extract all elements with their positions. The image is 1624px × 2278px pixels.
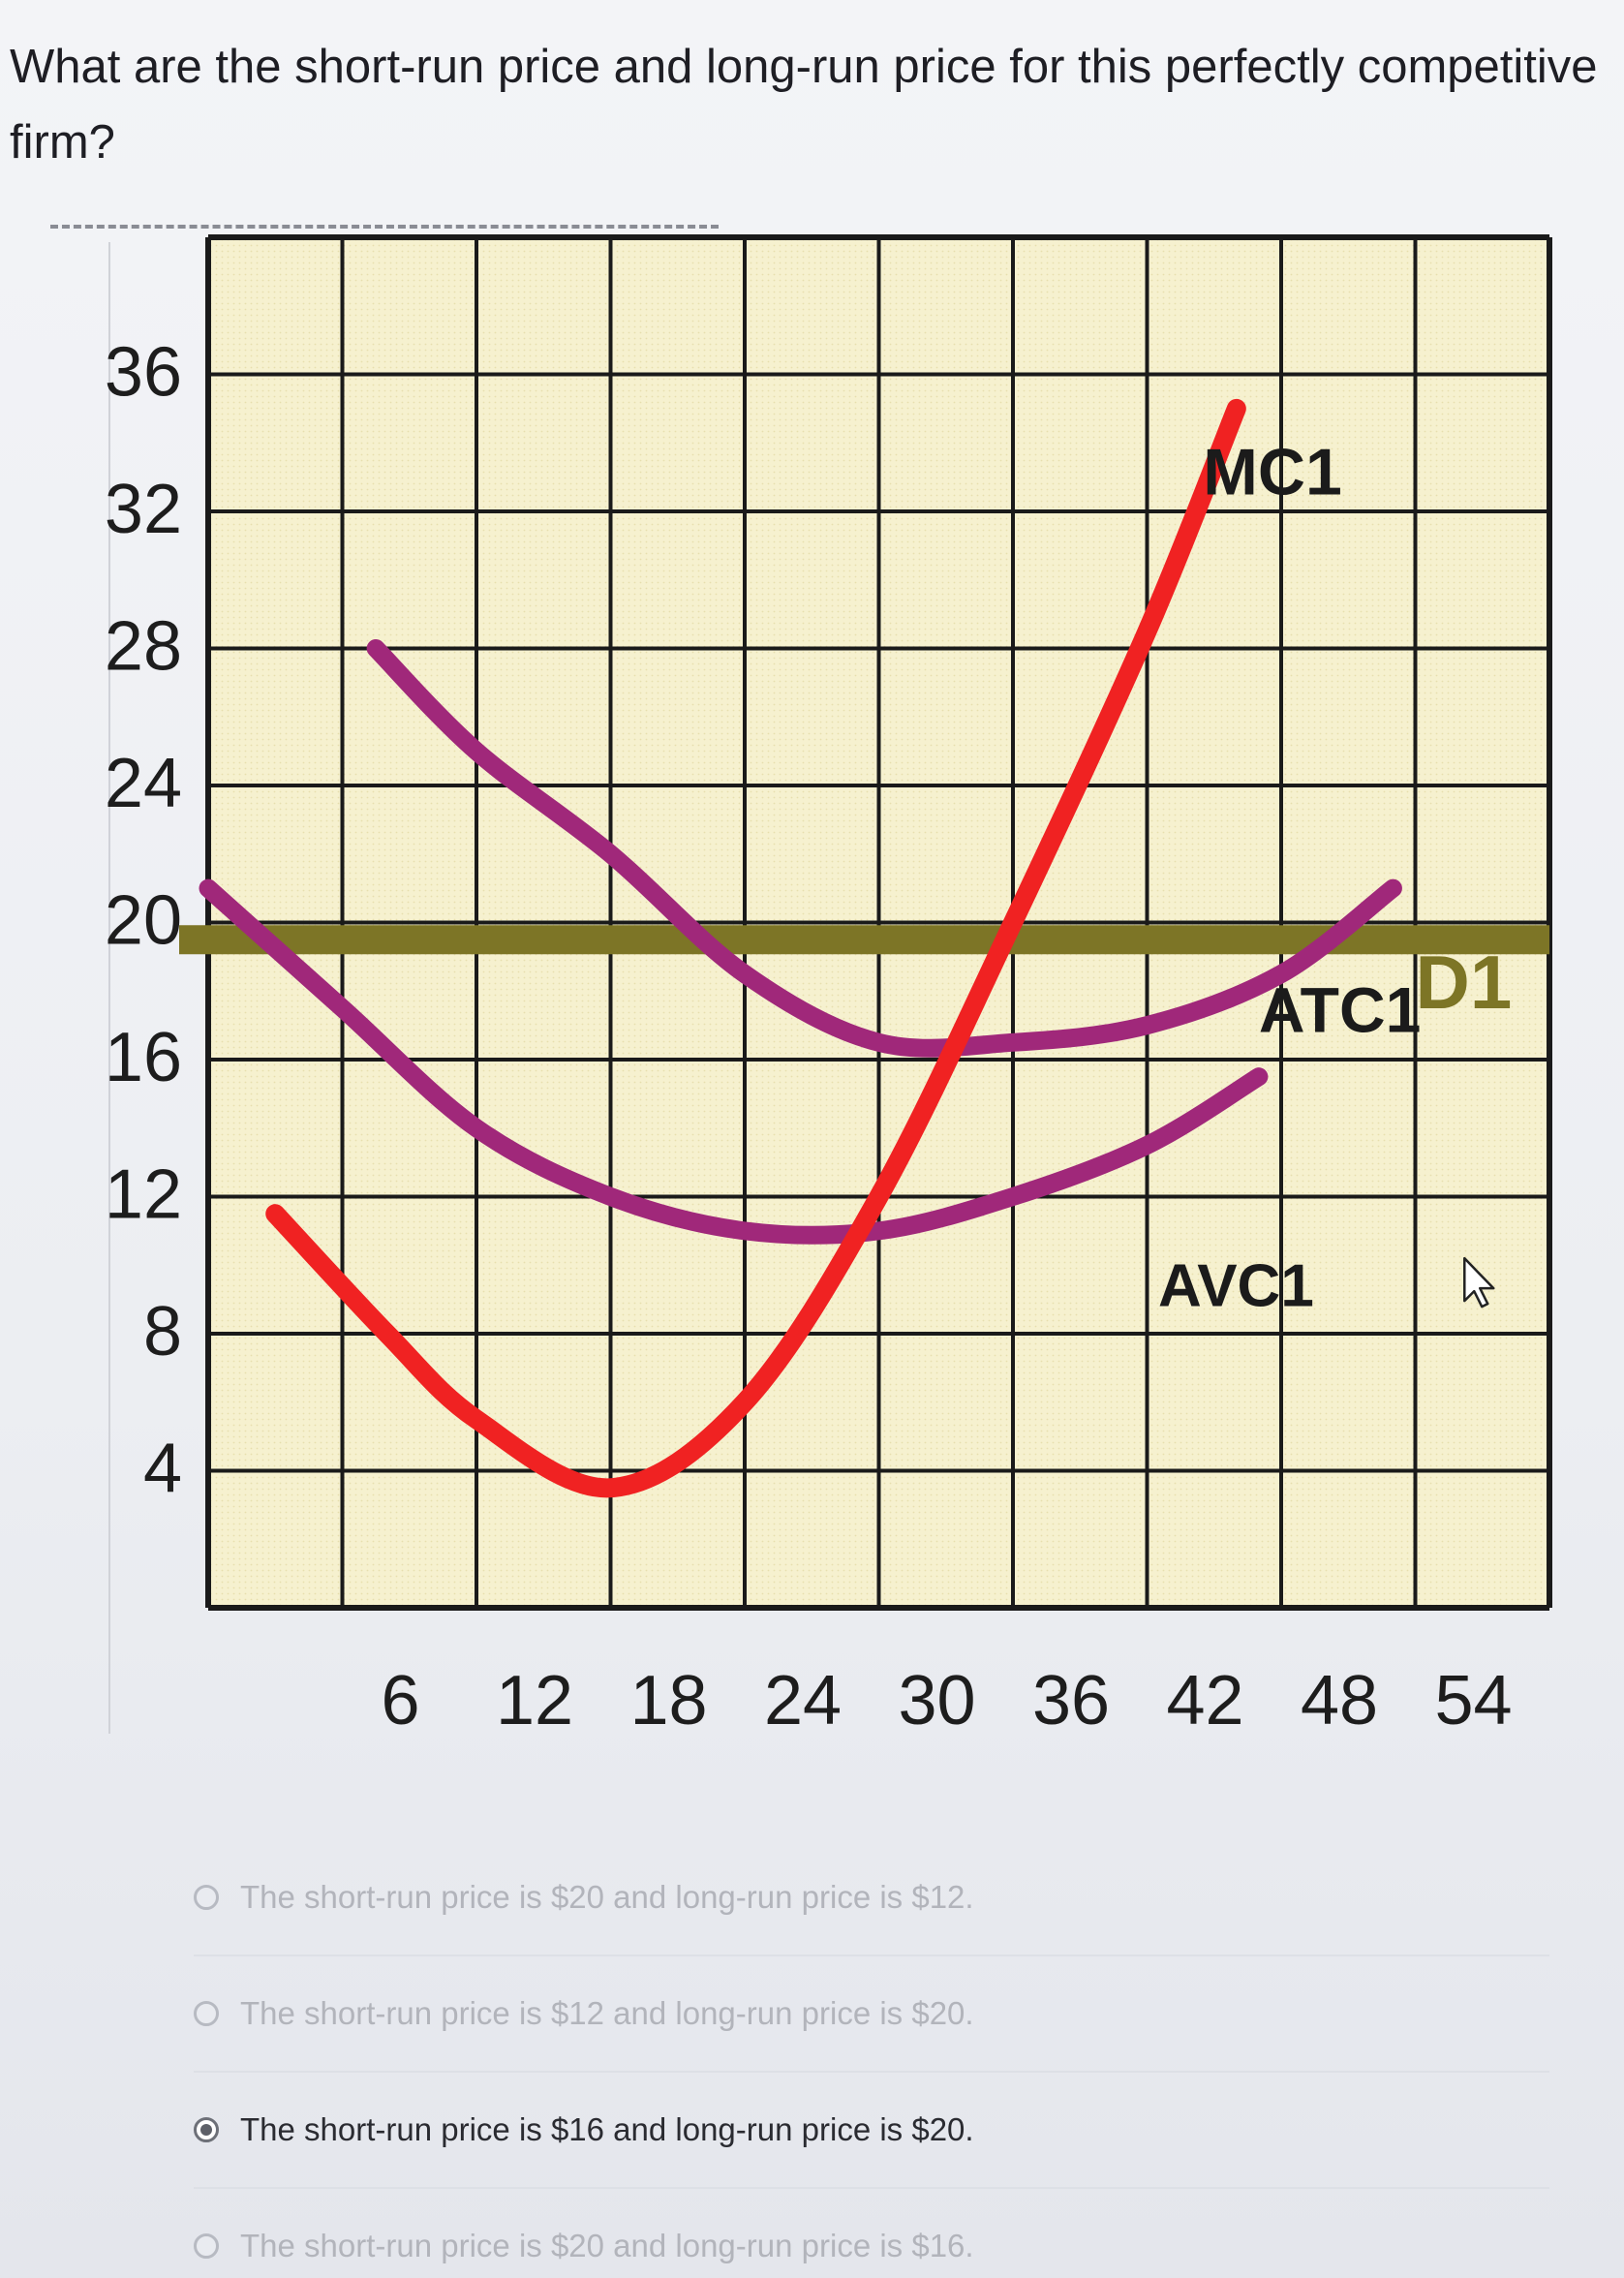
- x-tick-label: 24: [764, 1662, 842, 1739]
- answer-option[interactable]: The short-run price is $16 and long-run …: [194, 2073, 1549, 2189]
- atc1-label: ATC1: [1259, 974, 1421, 1046]
- x-tick-label: 12: [496, 1662, 573, 1739]
- d1-label: D1: [1416, 939, 1513, 1025]
- answer-option-label: The short-run price is $20 and long-run …: [240, 1879, 974, 1915]
- x-tick-label: 42: [1166, 1662, 1243, 1739]
- mouse-cursor-icon: [1463, 1256, 1495, 1308]
- x-tick-label: 48: [1301, 1662, 1378, 1739]
- mc-curve: [265, 398, 1246, 1498]
- x-tick-label: 6: [381, 1662, 419, 1739]
- dashed-divider: [50, 225, 719, 229]
- atc-curve: [366, 639, 1402, 1058]
- answer-option-label: The short-run price is $20 and long-run …: [240, 2228, 974, 2263]
- x-tick-label: 36: [1032, 1662, 1110, 1739]
- x-tick-label: 30: [898, 1662, 975, 1739]
- question-line-2: firm?: [10, 116, 115, 169]
- radio-button[interactable]: [194, 1885, 219, 1910]
- question-line-1: What are the short-run price and long-ru…: [10, 41, 1598, 93]
- y-tick-label: 36: [105, 334, 182, 412]
- y-tick-label: 4: [143, 1431, 182, 1508]
- y-tick-label: 12: [105, 1156, 182, 1234]
- radio-button[interactable]: [194, 2001, 219, 2026]
- y-tick-label: 8: [143, 1293, 182, 1370]
- radio-button[interactable]: [194, 2233, 219, 2259]
- answer-option-label: The short-run price is $12 and long-run …: [240, 1995, 974, 2031]
- mc1-label: MC1: [1203, 435, 1342, 508]
- question-text: What are the short-run price and long-ru…: [10, 29, 1598, 180]
- x-tick-label: 18: [629, 1662, 707, 1739]
- y-tick-label: 28: [105, 608, 182, 686]
- avc1-label: AVC1: [1158, 1253, 1314, 1320]
- answer-option[interactable]: The short-run price is $12 and long-run …: [194, 1956, 1549, 2073]
- left-rule: [108, 242, 110, 1734]
- y-tick-label: 24: [105, 745, 182, 822]
- answer-option-label: The short-run price is $16 and long-run …: [240, 2111, 974, 2147]
- y-tick-label: 16: [105, 1019, 182, 1096]
- avc-curve: [199, 878, 1269, 1245]
- answer-option[interactable]: The short-run price is $20 and long-run …: [194, 1840, 1549, 1956]
- radio-button[interactable]: [194, 2117, 219, 2142]
- y-tick-label: 20: [105, 882, 182, 960]
- answer-options: The short-run price is $20 and long-run …: [194, 1840, 1549, 2278]
- y-tick-label: 32: [105, 471, 182, 548]
- x-tick-label: 54: [1434, 1662, 1512, 1739]
- answer-option[interactable]: The short-run price is $20 and long-run …: [194, 2189, 1549, 2278]
